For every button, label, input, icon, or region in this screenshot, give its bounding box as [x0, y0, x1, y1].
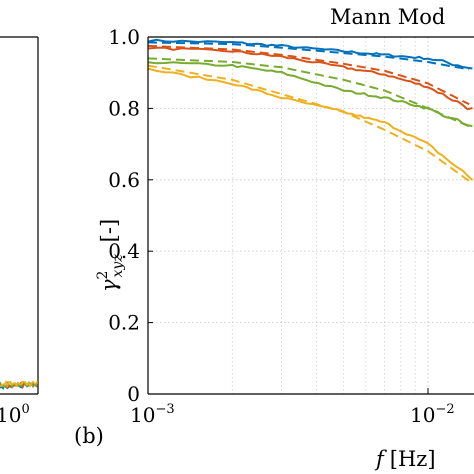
left-series-line-4 [0, 380, 39, 388]
y-tick-label: 0.2 [108, 311, 140, 335]
right-panel: 00.20.40.60.81.0 10−310−210−1 Mann Mod (… [74, 5, 474, 471]
measured-line-3 [147, 61, 473, 128]
y-tick-label: 0.8 [108, 96, 140, 120]
panel-label: (b) [74, 424, 104, 448]
chart-title: Mann Mod [330, 5, 445, 29]
measured-line-1 [147, 38, 473, 70]
svg-text:γ2xyz[-]: γ2xyz[-] [95, 219, 126, 292]
plot-area [148, 37, 474, 394]
y-axis-label: γ2xyz[-] [95, 219, 126, 292]
model-line-3 [147, 57, 470, 128]
axes [147, 36, 474, 395]
y-tick-label: 0 [127, 382, 140, 406]
y-tick-label: 0.4 [108, 239, 140, 263]
measured-line-4 [147, 67, 474, 181]
x-ticks: 10−310−210−1 [130, 388, 455, 427]
x-tick-label: 10−3 [130, 402, 175, 427]
left-panel-series [0, 380, 39, 390]
left-panel: 100 [0, 36, 39, 427]
left-x-tick-label: 100 [0, 402, 30, 427]
y-ticks: 0 0.2 0.4 0.6 0.8 1.0 [108, 25, 153, 406]
x-tick-label: 10−2 [410, 402, 455, 427]
series-group [147, 38, 474, 182]
y-tick-label: 0.6 [108, 168, 140, 192]
model-line-1 [147, 41, 470, 71]
x-axis-label: f [Hz] [374, 447, 436, 471]
y-tick-label: 1.0 [108, 25, 140, 49]
measured-line-2 [147, 46, 473, 111]
